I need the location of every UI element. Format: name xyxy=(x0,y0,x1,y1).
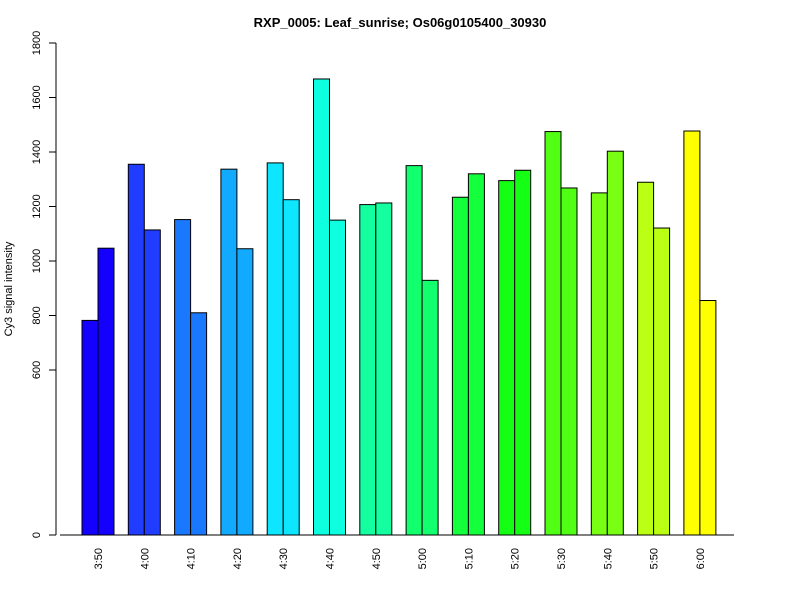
bar xyxy=(653,227,671,536)
x-tick-label: 6:00 xyxy=(695,548,707,569)
bar xyxy=(590,192,608,536)
bar xyxy=(421,279,439,536)
bar xyxy=(606,150,624,536)
x-tick-label: 4:10 xyxy=(186,548,198,569)
x-tick-label: 5:30 xyxy=(556,548,568,569)
x-tick-label: 4:00 xyxy=(139,548,151,569)
bar xyxy=(405,165,423,536)
bar xyxy=(236,248,254,536)
bar xyxy=(699,300,717,536)
bars-group xyxy=(81,78,717,536)
y-tick-label: 600 xyxy=(31,361,43,379)
bar xyxy=(683,130,701,536)
bar xyxy=(313,78,330,536)
x-tick-label: 5:10 xyxy=(463,548,475,569)
bar xyxy=(514,169,532,536)
bar xyxy=(560,187,578,536)
y-tick-label: 1600 xyxy=(31,85,43,109)
x-tick-label: 5:50 xyxy=(649,548,661,569)
bar xyxy=(266,162,284,536)
bar xyxy=(637,181,655,536)
bar xyxy=(451,196,469,536)
x-tick-label: 4:40 xyxy=(325,548,337,569)
x-tick-label: 5:00 xyxy=(417,548,429,569)
x-tick-label: 4:20 xyxy=(232,548,244,569)
y-tick-label: 800 xyxy=(31,306,43,324)
y-tick-label: 1800 xyxy=(31,31,43,55)
bar xyxy=(498,180,516,536)
bar xyxy=(174,219,192,536)
bar xyxy=(467,173,485,536)
y-axis-label: Cy3 signal intensity xyxy=(3,241,15,336)
y-tick-label: 0 xyxy=(31,532,43,538)
bar xyxy=(143,229,161,536)
chart-title: RXP_0005: Leaf_sunrise; Os06g0105400_309… xyxy=(254,15,547,30)
x-axis: 3:50 4:00 4:10 4:20 4:30 4:40 4:50 5:00 5:10 5:20… xyxy=(60,534,734,569)
bar xyxy=(282,199,300,536)
x-tick-label: 3:50 xyxy=(93,548,105,569)
x-tick-label: 5:40 xyxy=(602,548,614,569)
y-tick-label: 1400 xyxy=(31,140,43,164)
bar xyxy=(190,312,208,536)
bar xyxy=(81,319,99,536)
x-tick-label: 5:20 xyxy=(510,548,522,569)
bar xyxy=(329,219,346,536)
x-tick-label: 4:30 xyxy=(278,548,290,569)
bar xyxy=(127,163,145,536)
bar xyxy=(220,168,238,536)
bar xyxy=(97,247,115,536)
bar xyxy=(359,204,377,536)
bar xyxy=(544,131,562,536)
y-tick-label: 1200 xyxy=(31,194,43,218)
y-tick-label: 1000 xyxy=(31,249,43,273)
bar xyxy=(375,202,393,536)
x-tick-label: 4:50 xyxy=(371,548,383,569)
y-axis: 0 600 800 1000 1200 1400 1600 1800 xyxy=(31,31,57,538)
